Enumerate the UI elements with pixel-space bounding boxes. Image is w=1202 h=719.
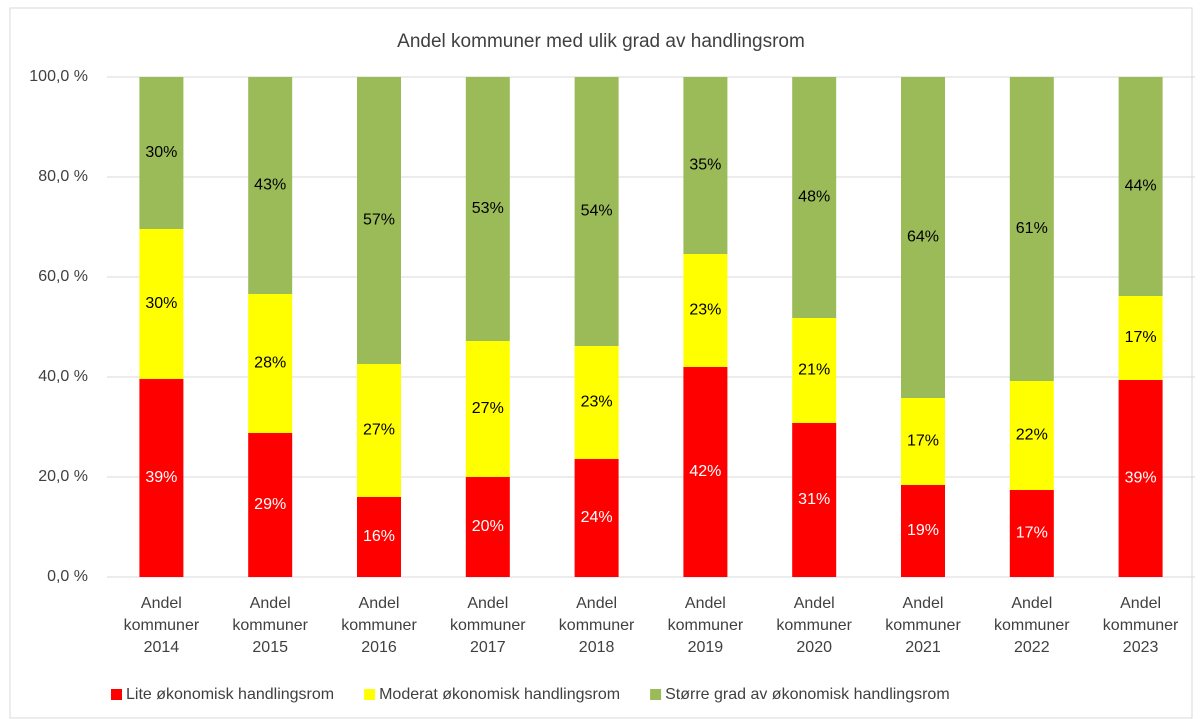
data-label: 39% [1125, 470, 1157, 487]
bar-segment [1009, 381, 1054, 490]
bar-segment [574, 459, 619, 577]
data-label: 19% [907, 522, 939, 539]
bar-segment [792, 423, 837, 577]
data-label: 23% [581, 394, 613, 411]
bar-segment [139, 77, 184, 229]
bar-segment [574, 346, 619, 459]
bar-segment [465, 341, 510, 477]
legend-label: Moderat økonomisk handlingsrom [379, 686, 620, 703]
bar-segment [1118, 380, 1163, 577]
bar-segment [792, 318, 837, 423]
data-label: 29% [254, 496, 286, 513]
data-label: 17% [1016, 525, 1048, 542]
data-label: 23% [689, 302, 721, 319]
x-tick-label: Andel kommuner 2021 [885, 595, 961, 656]
bar-segment [465, 477, 510, 577]
legend-swatch [111, 689, 122, 700]
data-label: 30% [145, 144, 177, 161]
x-tick-label: Andel kommuner 2018 [558, 595, 635, 656]
y-tick-label: 80,0 % [38, 168, 88, 185]
data-label: 57% [363, 212, 395, 229]
data-label: 28% [254, 355, 286, 372]
bar-segment [901, 77, 945, 398]
x-tick-label: Andel kommuner 2023 [1102, 595, 1179, 656]
data-label: 61% [1016, 220, 1048, 237]
x-tick-label: Andel kommuner 2022 [994, 595, 1070, 656]
bar-segment [248, 294, 293, 433]
x-tick-label: Andel kommuner 2019 [667, 595, 744, 656]
bar-segment [465, 77, 510, 341]
data-label: 39% [145, 469, 177, 486]
data-label: 42% [689, 463, 721, 480]
bar-segment [901, 485, 945, 577]
bar-segment [1009, 77, 1054, 381]
data-label: 53% [472, 200, 504, 217]
data-label: 35% [689, 157, 721, 174]
legend-swatch [650, 689, 662, 700]
data-label: 27% [363, 422, 395, 439]
chart-title: Andel kommuner med ulik grad av handling… [397, 31, 805, 52]
data-label: 43% [254, 177, 286, 194]
bar-segment [1118, 77, 1163, 296]
bar-segment [901, 398, 945, 485]
x-tick-label: Andel kommuner 2015 [232, 595, 308, 656]
data-label: 54% [581, 203, 613, 220]
bar-segment [683, 77, 728, 254]
bar-segment [357, 364, 401, 497]
y-tick-label: 100,0 % [29, 68, 88, 85]
data-label: 27% [472, 400, 504, 417]
y-tick-label: 20,0 % [38, 468, 88, 485]
data-label: 20% [472, 518, 504, 535]
bar-segment [683, 367, 728, 577]
data-label: 17% [907, 433, 939, 450]
legend-label: Større grad av økonomisk handlingsrom [665, 686, 950, 703]
y-tick-label: 0,0 % [47, 568, 88, 585]
bar-segment [792, 77, 837, 318]
legend-label: Lite økonomisk handlingsrom [126, 686, 334, 703]
bar-segment [248, 77, 293, 294]
y-tick-label: 40,0 % [38, 368, 88, 385]
x-tick-label: Andel kommuner 2016 [341, 595, 417, 656]
data-label: 30% [145, 295, 177, 312]
data-label: 64% [907, 229, 939, 246]
legend-swatch [364, 689, 376, 700]
x-tick-label: Andel kommuner 2020 [776, 595, 852, 656]
data-label: 31% [798, 491, 830, 508]
bar-segment [1009, 490, 1054, 577]
bar-segment [357, 77, 401, 364]
data-label: 24% [581, 509, 613, 526]
bar-segment [1118, 296, 1163, 380]
bar-segment [683, 254, 728, 367]
x-tick-label: Andel kommuner 2014 [123, 595, 200, 656]
data-label: 16% [363, 528, 395, 545]
bar-segment [357, 497, 401, 577]
bar-segment [139, 379, 184, 577]
data-label: 21% [798, 362, 830, 379]
data-label: 48% [798, 189, 830, 206]
data-label: 44% [1125, 178, 1157, 195]
x-tick-label: Andel kommuner 2017 [450, 595, 526, 656]
data-label: 17% [1125, 329, 1157, 346]
bar-segment [574, 77, 619, 346]
data-label: 22% [1016, 427, 1048, 444]
bar-segment [248, 433, 293, 577]
bar-segment [139, 229, 184, 379]
y-tick-label: 60,0 % [38, 268, 88, 285]
